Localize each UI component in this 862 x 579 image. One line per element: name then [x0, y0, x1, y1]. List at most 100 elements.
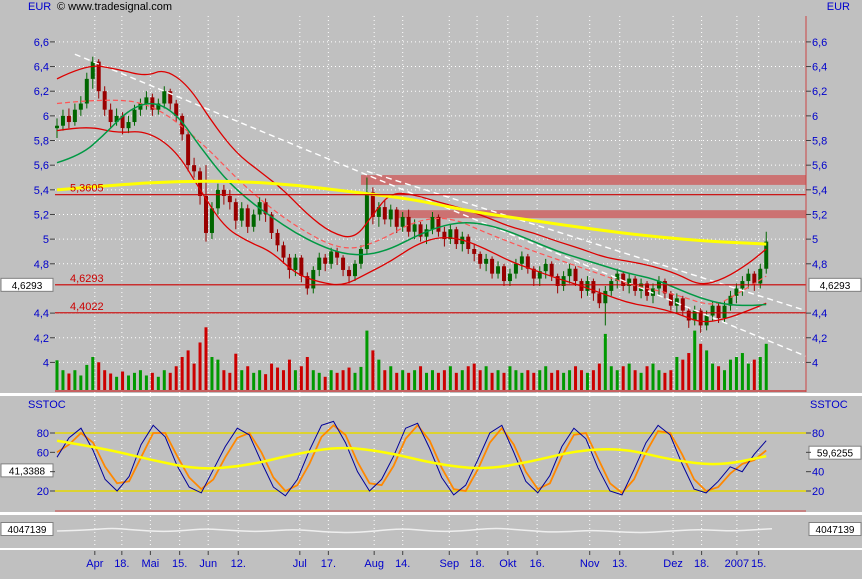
candle-body — [245, 208, 250, 227]
price-tick-label-left: 4 — [43, 357, 49, 369]
volume-bar — [615, 370, 619, 390]
volume-bar — [377, 359, 381, 390]
volume-bar — [383, 370, 387, 390]
candle-body — [472, 248, 477, 254]
volume-bar — [79, 375, 83, 390]
candle-body — [448, 229, 453, 240]
lower-highlight-right-box — [808, 522, 862, 536]
price-tick-label-left: 5,8 — [34, 136, 49, 148]
volume-bar — [401, 370, 405, 390]
candle-body — [215, 189, 220, 209]
candle-body — [686, 310, 691, 321]
sstoc-highlight-left-value: 41,3388 — [9, 466, 46, 477]
volume-bar — [460, 370, 464, 390]
candle-body — [454, 229, 459, 245]
sstoc-fast-line — [56, 420, 767, 497]
candle-body — [478, 253, 483, 264]
candle-body — [209, 208, 214, 233]
volume-bar — [556, 370, 560, 390]
x-axis-label: Sep — [439, 558, 459, 570]
candle-body — [168, 91, 173, 104]
price-tick-label-left: 5,6 — [34, 160, 49, 172]
price-tick-label-right: 6,2 — [812, 86, 827, 98]
candle-body — [120, 115, 125, 129]
candle-body — [293, 257, 298, 270]
candle-body — [585, 281, 590, 291]
candle-body — [710, 305, 715, 316]
ma-red-dashed-line — [56, 99, 767, 305]
candle-body — [746, 273, 751, 282]
volume-bar — [717, 366, 721, 390]
volume-bar — [91, 357, 95, 390]
volume-bar — [335, 372, 339, 390]
x-axis-label: Dez — [663, 558, 683, 570]
price-tick-label-right: 6,6 — [812, 37, 827, 49]
x-axis-label: Jul — [293, 558, 307, 570]
candle-body — [90, 61, 95, 79]
volume-bar — [341, 370, 345, 390]
candle-body — [424, 229, 429, 237]
candle-body — [728, 295, 733, 306]
volume-bar — [728, 359, 732, 390]
candle-body — [531, 268, 536, 279]
candle-body — [752, 273, 757, 284]
volume-bar — [132, 372, 136, 390]
candle-body — [764, 241, 769, 269]
volume-bar — [276, 367, 280, 390]
candle-body — [674, 298, 679, 306]
candle-body — [662, 281, 667, 294]
volume-bar — [109, 373, 113, 390]
candle-body — [221, 189, 226, 196]
highlight-boxes: 4,6293 4,6293 41,3388 59,6255 4047139 4047139 — [0, 277, 862, 536]
candle-body — [543, 263, 548, 272]
sstoc-tick-label-left: 20 — [37, 486, 49, 498]
candle-body — [323, 257, 328, 264]
x-axis-label: Apr — [86, 558, 103, 570]
candle-body — [698, 310, 703, 326]
volume-bar — [264, 374, 268, 390]
volume-bar — [764, 343, 768, 390]
candle-body — [347, 269, 352, 277]
volume-bar — [419, 366, 423, 390]
volume-bar — [454, 372, 458, 390]
volume-bar — [514, 370, 518, 390]
candle-body — [84, 78, 89, 104]
copyright-label: © www.tradesignal.com — [57, 1, 173, 13]
volume-bar — [603, 333, 607, 390]
volume-bar — [180, 357, 184, 390]
price-tick-label-right: 5,8 — [812, 136, 827, 148]
price-tick-label-left: 6,6 — [34, 37, 49, 49]
volume-bar — [61, 370, 65, 390]
price-tick-label-left: 4,8 — [34, 259, 49, 271]
candle-body — [364, 192, 369, 249]
volume-bar — [311, 370, 315, 390]
volume-bar — [532, 372, 536, 390]
candle-body — [156, 103, 161, 110]
price-tick-label-right: 5,4 — [812, 185, 827, 197]
volume-bar — [204, 327, 208, 390]
candle-body — [299, 257, 304, 277]
candle-body — [233, 202, 238, 221]
candle-body — [573, 268, 578, 282]
candle-body — [269, 214, 274, 233]
candle-body — [412, 224, 417, 232]
volume-bar — [293, 370, 297, 390]
volume-bar — [55, 360, 59, 390]
volume-bar — [597, 363, 601, 390]
candle-body — [102, 91, 107, 110]
volume-bar — [520, 372, 524, 390]
volume-bar — [669, 370, 673, 390]
volume-bar — [633, 370, 637, 390]
x-axis: Apr 18. Mai 15. Jun 12. Jul 17. Aug 14. Sep 18. Okt 1… — [86, 551, 766, 570]
volume-bar — [228, 372, 232, 390]
x-axis-label: 18. — [469, 558, 484, 570]
candle-body — [186, 134, 191, 166]
x-axis-label: 16. — [529, 558, 544, 570]
x-axis-label: 12. — [231, 558, 246, 570]
volume-bar — [97, 362, 101, 390]
ma-red-lower-line — [56, 127, 767, 323]
candle-body — [227, 195, 232, 203]
volume-bar — [67, 373, 71, 390]
sstoc-highlight-right-value: 59,6255 — [817, 449, 854, 460]
